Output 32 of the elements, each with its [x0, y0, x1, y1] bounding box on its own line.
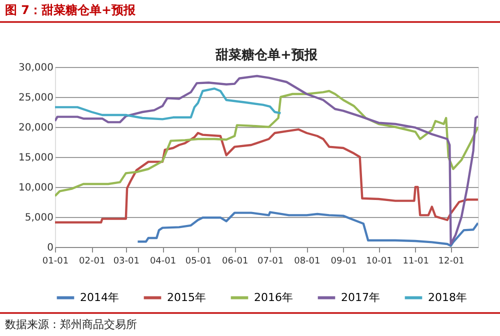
source-note: 数据来源：郑州商品交易所 — [5, 318, 137, 331]
x-tick-label: 03-01 — [113, 256, 140, 266]
x-tick-label: 10-01 — [366, 256, 392, 266]
y-tick-label: 5,000 — [24, 212, 54, 224]
line-series — [55, 74, 478, 246]
x-tick-label: 12-01 — [438, 256, 464, 266]
x-tick-label: 11-01 — [402, 256, 429, 266]
y-tick-label: 20,000 — [18, 122, 54, 134]
line-series — [55, 90, 478, 198]
chart-title: 甜菜糖仓单+预报 — [214, 47, 318, 63]
x-tick-label: 02-01 — [79, 256, 106, 266]
y-tick-label: 25,000 — [18, 92, 54, 104]
x-tick-label: 06-01 — [222, 256, 248, 266]
x-tick-label: 09-01 — [330, 256, 357, 266]
x-tick-label: 01-01 — [42, 256, 69, 266]
y-tick-label: 0 — [47, 242, 54, 254]
legend-label: 2017年 — [341, 290, 380, 304]
line-series — [55, 88, 282, 120]
y-tick-label: 10,000 — [18, 182, 54, 194]
legend-label: 2016年 — [254, 290, 293, 304]
caption: 图 7：甜菜糖仓单+预报 — [5, 3, 137, 17]
line-series — [136, 211, 478, 247]
x-tick-label: 07-01 — [257, 256, 284, 266]
x-tick-label: 08-01 — [294, 256, 320, 266]
legend-label: 2014年 — [80, 290, 119, 304]
legend-label: 2018年 — [428, 290, 467, 304]
legend-label: 2015年 — [167, 290, 206, 304]
x-tick-label: 04-01 — [150, 256, 176, 266]
line-series — [55, 128, 478, 224]
x-tick-label: 05-01 — [185, 256, 212, 266]
y-tick-label: 15,000 — [18, 152, 54, 164]
y-tick-label: 30,000 — [18, 62, 54, 74]
